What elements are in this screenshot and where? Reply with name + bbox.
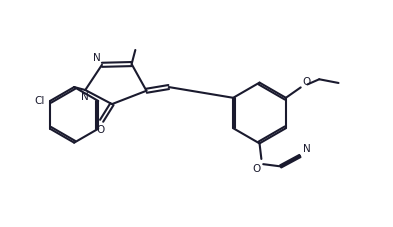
Text: O: O	[302, 76, 310, 86]
Text: O: O	[96, 125, 104, 135]
Text: N: N	[303, 143, 310, 153]
Text: O: O	[253, 163, 261, 173]
Text: N: N	[81, 91, 89, 101]
Text: Cl: Cl	[34, 96, 44, 106]
Text: N: N	[94, 53, 101, 63]
